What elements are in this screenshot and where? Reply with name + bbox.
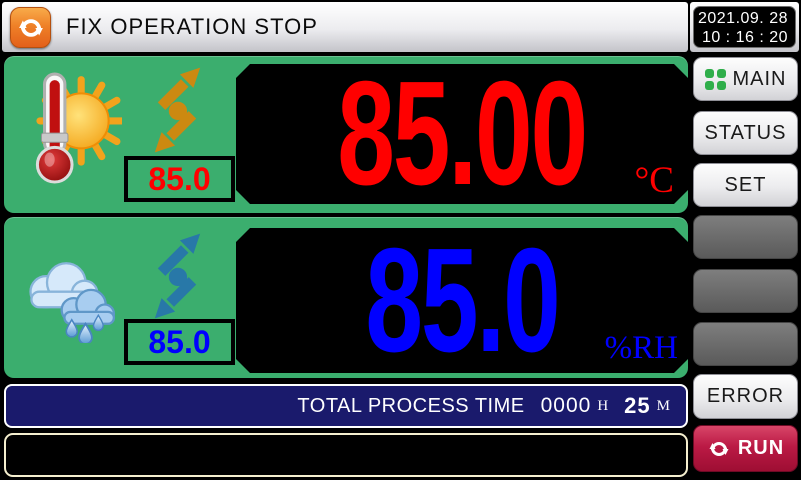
status-button-label: STATUS	[704, 121, 787, 144]
setpoint-arrows-icon	[150, 63, 204, 157]
temperature-setpoint-value: 85.0	[148, 160, 211, 197]
time-text: 10 : 16 : 20	[701, 29, 788, 46]
main-button[interactable]: MAIN	[693, 57, 798, 101]
blank-button-1	[693, 215, 798, 259]
humidity-display: 85.0 %RH	[236, 228, 688, 373]
humidity-panel: 85.0 85.0 %RH	[4, 217, 688, 378]
date-text: 2021.09. 28	[697, 10, 788, 27]
blank-button-2	[693, 269, 798, 313]
process-time-label: TOTAL PROCESS TIME	[297, 394, 525, 417]
temperature-unit: °C	[634, 160, 674, 201]
humidity-setpoint-value: 85.0	[148, 323, 211, 360]
set-button[interactable]: SET	[693, 163, 798, 207]
run-button-label: RUN	[737, 437, 785, 459]
temperature-setpoint[interactable]: 85.0	[124, 156, 235, 202]
rain-cloud-icon	[18, 255, 120, 345]
setpoint-arrows-icon	[150, 229, 204, 323]
humidity-setpoint[interactable]: 85.0	[124, 319, 235, 365]
process-time-hours: 0000	[540, 394, 592, 417]
operation-mode-title: FIX OPERATION STOP	[66, 14, 318, 39]
humidity-value: 85.0	[365, 217, 559, 383]
sidebar: MAIN STATUS SET ERROR	[693, 0, 798, 480]
humidity-unit: %RH	[604, 330, 678, 366]
set-button-label: SET	[724, 173, 767, 196]
temperature-display: 85.00 °C	[236, 64, 688, 204]
process-time-hours-unit: H	[597, 397, 609, 414]
blank-button-3	[693, 322, 798, 366]
temperature-value: 85.00	[337, 51, 587, 216]
total-process-time-bar: TOTAL PROCESS TIME 0000 H 25 M	[4, 384, 688, 428]
grid-dots-icon	[704, 68, 726, 90]
thermometer-sun-icon	[20, 70, 126, 184]
run-sync-icon	[707, 437, 731, 461]
process-time-minutes: 25	[624, 393, 651, 418]
datetime-display: 2021.09. 28 10 : 16 : 20	[693, 6, 796, 48]
message-bar	[4, 433, 688, 477]
main-button-label: MAIN	[732, 67, 787, 90]
title-bar: FIX OPERATION STOP	[2, 2, 688, 52]
status-button[interactable]: STATUS	[693, 111, 798, 155]
temperature-panel: 85.0 85.00 °C	[4, 56, 688, 213]
clock-area: 2021.09. 28 10 : 16 : 20	[690, 2, 799, 52]
process-time-minutes-unit: M	[656, 397, 670, 414]
run-button[interactable]: RUN	[693, 425, 798, 472]
error-button-label: ERROR	[706, 385, 785, 407]
error-button[interactable]: ERROR	[693, 374, 798, 419]
sync-icon	[10, 7, 51, 48]
